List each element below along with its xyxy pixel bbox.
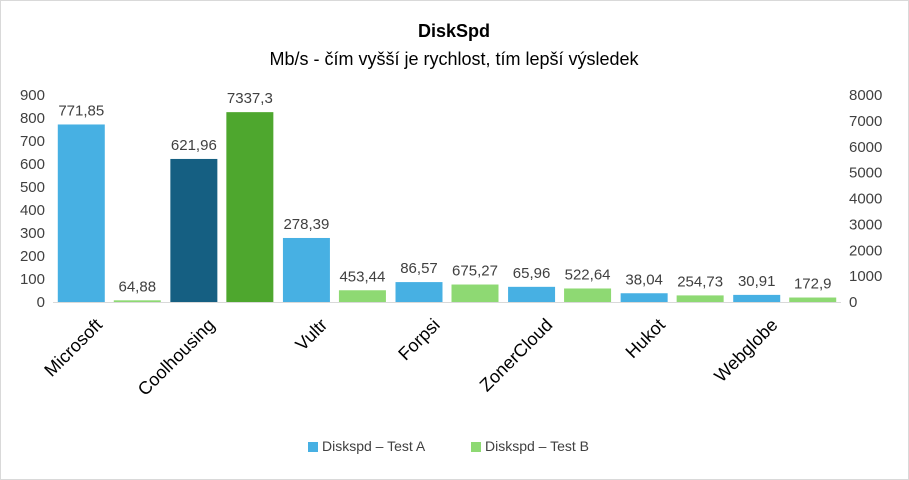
legend-label-test-b: Diskspd – Test B [485, 438, 589, 454]
data-label-test-a: 30,91 [738, 273, 776, 290]
data-label-test-b: 522,64 [565, 266, 611, 283]
y-left-tick-label: 800 [20, 110, 45, 127]
y-right-tick-label: 0 [849, 294, 857, 311]
bar-test-b [451, 284, 499, 302]
legend-swatch-test-a [308, 442, 318, 452]
data-label-test-a: 65,96 [513, 265, 551, 282]
bar-test-a [170, 158, 218, 302]
chart-title: DiskSpd [418, 21, 490, 41]
bar-test-b [564, 288, 612, 302]
data-label-test-b: 675,27 [452, 263, 498, 280]
bar-test-a [57, 124, 105, 302]
bar-test-b [789, 297, 837, 302]
x-category-label: Coolhousing [134, 315, 219, 400]
y-right-tick-label: 3000 [849, 216, 882, 233]
y-right-tick-label: 5000 [849, 165, 882, 182]
y-left-tick-label: 300 [20, 225, 45, 242]
x-category-label: Vultr [291, 315, 331, 355]
data-label-test-b: 7337,3 [227, 90, 273, 107]
data-label-test-a: 278,39 [283, 216, 329, 233]
y-left-tick-label: 500 [20, 179, 45, 196]
y-left-tick-label: 0 [37, 294, 45, 311]
x-category-label: Forpsi [394, 315, 444, 365]
bar-test-a [395, 282, 443, 302]
bar-test-a [620, 293, 668, 302]
data-label-test-a: 621,96 [171, 137, 217, 154]
y-left-tick-label: 700 [20, 133, 45, 150]
data-label-test-b: 453,44 [339, 268, 385, 285]
data-label-test-a: 38,04 [625, 271, 663, 288]
bar-test-b [338, 290, 386, 302]
x-category-label: ZonerCloud [476, 315, 557, 396]
data-label-test-b: 254,73 [677, 273, 723, 290]
y-right-tick-label: 6000 [849, 139, 882, 156]
data-label-test-b: 64,88 [119, 278, 157, 295]
y-left-tick-label: 900 [20, 87, 45, 104]
legend-swatch-test-b [471, 442, 481, 452]
bar-test-b [226, 112, 274, 302]
y-left-tick-label: 200 [20, 248, 45, 265]
y-left-tick-label: 400 [20, 202, 45, 219]
y-left-tick-label: 100 [20, 271, 45, 288]
data-label-test-a: 86,57 [400, 260, 438, 277]
data-label-test-a: 771,85 [58, 102, 104, 119]
bar-test-b [676, 295, 724, 302]
y-right-tick-label: 8000 [849, 87, 882, 104]
bar-test-a [733, 294, 781, 302]
bar-test-b [113, 300, 161, 302]
y-left-tick-label: 600 [20, 156, 45, 173]
legend-label-test-a: Diskspd – Test A [322, 438, 426, 454]
x-category-label: Webglobe [710, 315, 781, 386]
y-right-tick-label: 2000 [849, 242, 882, 259]
x-category-label: Microsoft [40, 315, 106, 381]
y-right-tick-label: 4000 [849, 191, 882, 208]
y-right-tick-label: 7000 [849, 113, 882, 130]
y-right-tick-label: 1000 [849, 268, 882, 285]
chart-subtitle: Mb/s - čím vyšší je rychlost, tím lepší … [269, 49, 639, 69]
bar-test-a [282, 237, 330, 302]
data-label-test-b: 172,9 [794, 276, 832, 293]
bar-test-a [508, 286, 556, 302]
x-category-label: Hukot [622, 315, 669, 362]
